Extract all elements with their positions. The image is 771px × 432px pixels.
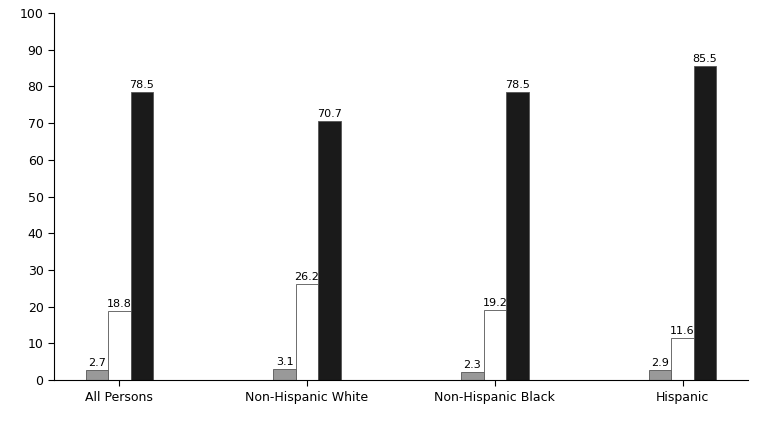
Bar — [483, 310, 506, 380]
Bar — [694, 66, 716, 380]
Text: 26.2: 26.2 — [295, 272, 319, 282]
Bar — [130, 92, 153, 380]
Text: 2.9: 2.9 — [651, 358, 669, 368]
Bar — [672, 337, 694, 380]
Text: 70.7: 70.7 — [317, 109, 342, 119]
Text: 18.8: 18.8 — [107, 299, 132, 309]
Bar — [648, 369, 672, 380]
Text: 78.5: 78.5 — [130, 80, 154, 90]
Text: 2.3: 2.3 — [463, 360, 481, 370]
Text: 3.1: 3.1 — [276, 357, 293, 367]
Bar — [296, 284, 318, 380]
Bar — [461, 372, 483, 380]
Bar — [108, 311, 130, 380]
Text: 11.6: 11.6 — [670, 326, 695, 336]
Bar — [86, 370, 108, 380]
Bar — [273, 369, 296, 380]
Text: 2.7: 2.7 — [88, 359, 106, 368]
Text: 85.5: 85.5 — [692, 54, 718, 64]
Text: 19.2: 19.2 — [483, 298, 507, 308]
Bar — [506, 92, 529, 380]
Bar — [318, 121, 341, 380]
Text: 78.5: 78.5 — [505, 80, 530, 90]
